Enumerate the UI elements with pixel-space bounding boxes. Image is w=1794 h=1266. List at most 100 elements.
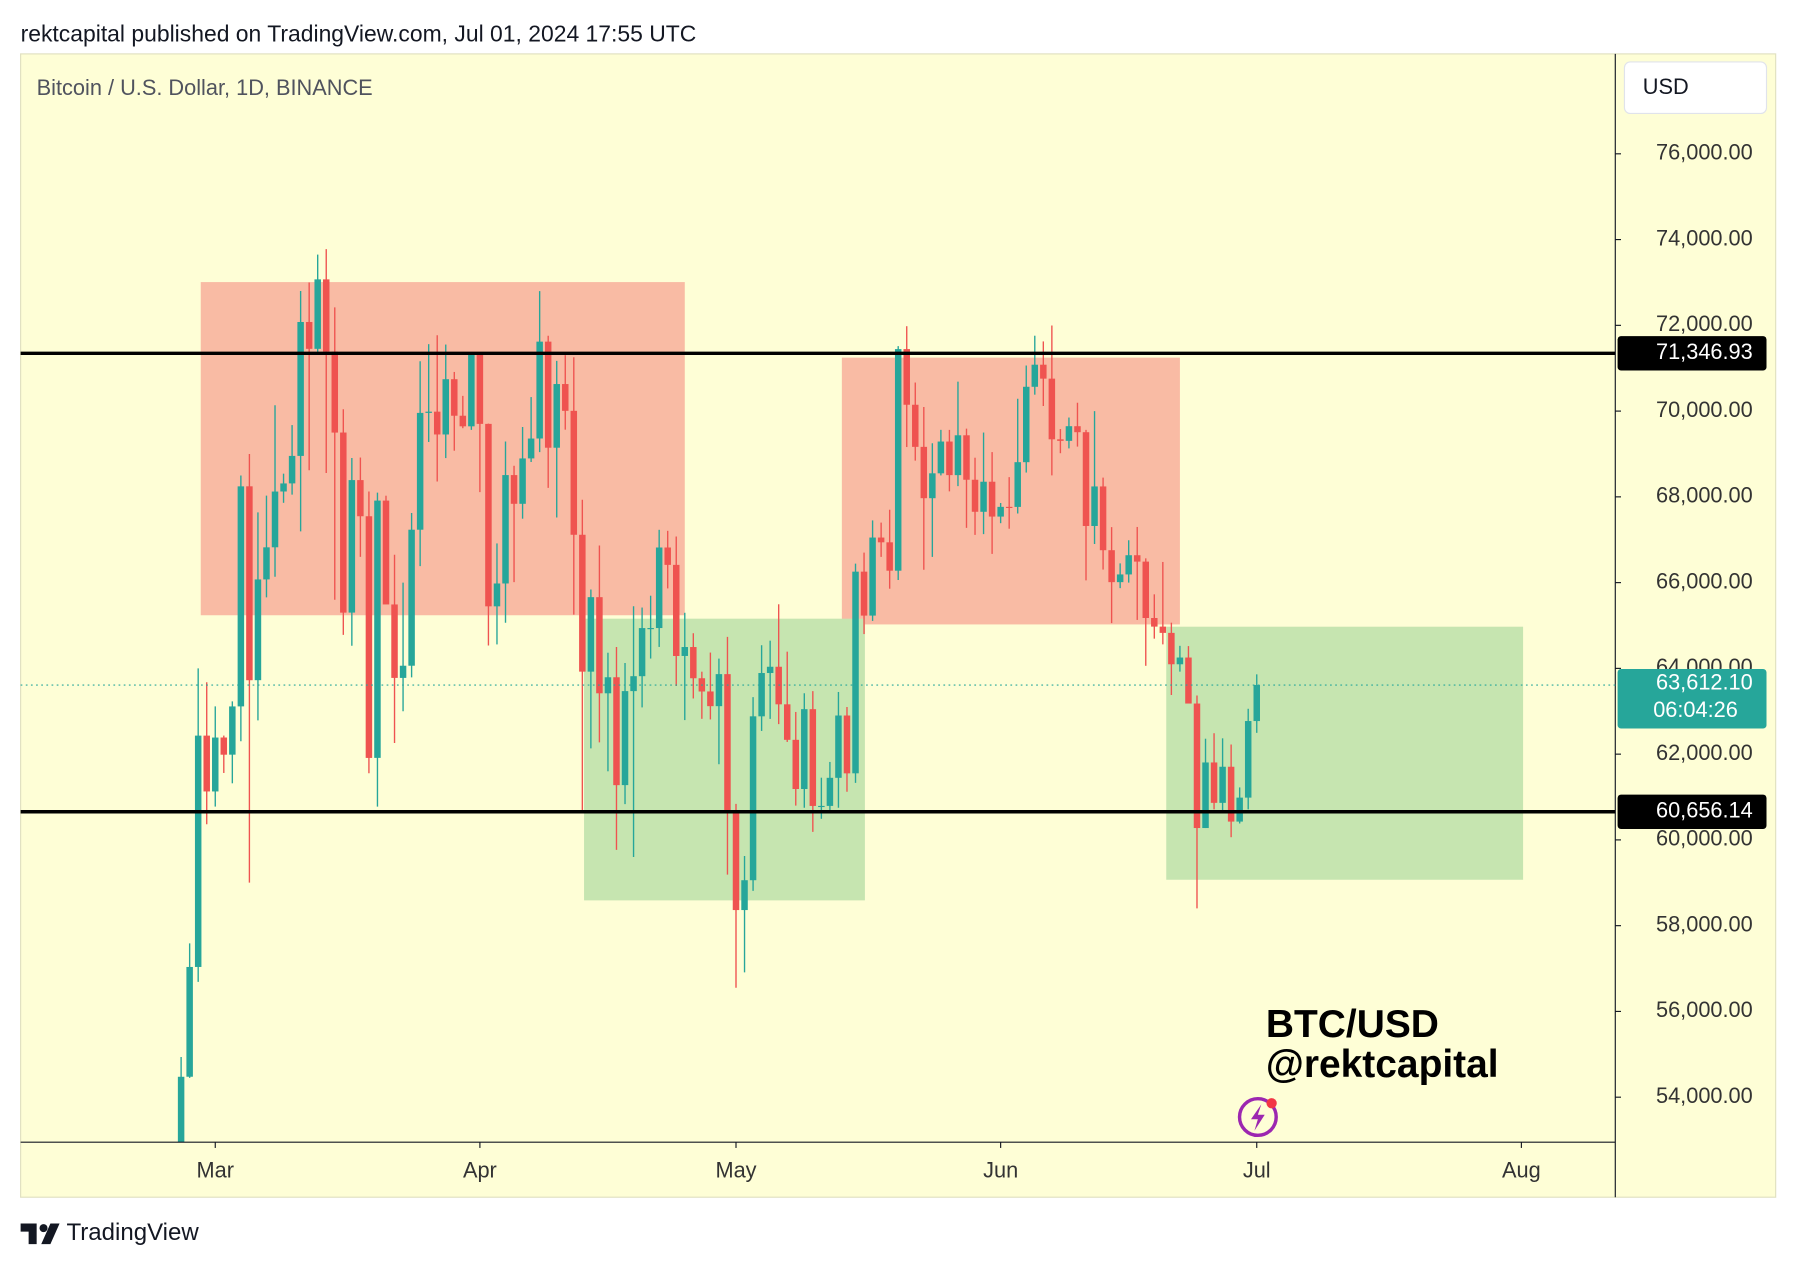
x-tick-label: Aug — [1502, 1158, 1541, 1183]
candle-body — [1031, 364, 1039, 387]
x-tick-label: May — [715, 1158, 756, 1183]
x-tick-label: Jul — [1243, 1158, 1271, 1183]
candle-body — [408, 529, 415, 666]
candle-body — [468, 353, 475, 427]
candle-body — [220, 737, 228, 755]
candle-body — [672, 564, 680, 656]
currency-button[interactable] — [1623, 61, 1768, 115]
candle-body — [783, 704, 791, 740]
candle-body — [357, 480, 364, 517]
y-tick-label: 66,000.00 — [1656, 568, 1753, 593]
candle-body — [997, 506, 1004, 517]
candle-body — [254, 579, 262, 681]
candle-body — [280, 483, 287, 492]
candle-body — [852, 571, 859, 774]
candle-body — [596, 597, 603, 694]
candle-body — [203, 735, 210, 792]
candle-body — [1116, 574, 1124, 583]
candle-body — [1210, 762, 1218, 803]
candle-body — [587, 597, 595, 672]
candle-body — [297, 321, 304, 456]
candle-body — [732, 811, 740, 911]
x-tick-label: Mar — [197, 1158, 234, 1183]
candle-body — [348, 480, 356, 613]
candle-body — [971, 479, 979, 512]
chart-title: Bitcoin / U.S. Dollar, 1D, BINANCE — [37, 75, 373, 100]
candle-body — [579, 534, 586, 672]
zone — [1166, 626, 1524, 880]
level-label-bg — [1617, 336, 1767, 371]
lightning-icon — [1237, 1096, 1278, 1138]
level-label-bg — [1617, 794, 1767, 829]
y-tick-label: 62,000.00 — [1656, 740, 1753, 765]
candle-body — [1125, 555, 1132, 575]
candle-body — [382, 500, 390, 605]
candle-body — [493, 583, 501, 607]
candle-body — [655, 547, 663, 629]
candle-body — [1227, 766, 1235, 822]
candle-body — [177, 1076, 185, 1143]
candle-body — [246, 486, 253, 681]
zones — [200, 282, 1524, 901]
candle-body — [476, 353, 484, 424]
candle-body — [1133, 555, 1141, 562]
candle-body — [903, 349, 910, 405]
candle-body — [681, 647, 689, 656]
x-tick-label: Jun — [983, 1158, 1018, 1183]
level-label: 71,346.93 — [1656, 339, 1753, 364]
y-tick-label: 54,000.00 — [1656, 1083, 1753, 1108]
candle-body — [741, 880, 748, 911]
last-price-label: 63,612.10 — [1656, 670, 1753, 695]
candle-body — [690, 647, 697, 679]
y-tick-label: 58,000.00 — [1656, 911, 1753, 936]
candle-body — [801, 709, 808, 790]
candle-body — [391, 604, 398, 678]
level-label: 60,656.14 — [1656, 798, 1753, 823]
candle-body — [937, 441, 945, 474]
candle-body — [988, 481, 996, 517]
candle-body — [340, 432, 347, 613]
candle-body — [724, 674, 731, 812]
candle-body — [1023, 386, 1030, 463]
y-tick-label: 72,000.00 — [1656, 311, 1753, 336]
candle-body — [912, 404, 919, 447]
candle-body — [271, 491, 279, 548]
candle-body — [1193, 703, 1201, 829]
candle-body — [1244, 721, 1252, 798]
y-tick-label: 76,000.00 — [1656, 140, 1753, 165]
candle-body — [604, 677, 612, 694]
candle-body — [1168, 632, 1175, 665]
candle-body — [954, 435, 962, 476]
candle-body — [886, 542, 893, 571]
candle-body — [229, 706, 236, 755]
candle-body — [1159, 626, 1167, 633]
candle-body — [621, 691, 629, 786]
candle-body — [664, 547, 671, 565]
candle-body — [826, 777, 834, 806]
candle-body — [485, 423, 492, 607]
candle-body — [809, 709, 817, 806]
header: rektcapital published on TradingView.com… — [21, 21, 697, 47]
candle-body — [792, 739, 800, 790]
candle-body — [1065, 426, 1073, 441]
candle-body — [237, 486, 245, 707]
candle-body — [186, 966, 193, 1077]
candle-body — [502, 475, 509, 584]
candle-body — [194, 735, 202, 967]
candle-body — [980, 481, 987, 512]
candle-body — [212, 737, 219, 792]
candle-body — [374, 500, 381, 758]
candle-body — [638, 628, 646, 677]
candle-body — [613, 677, 620, 786]
candle-body — [894, 349, 902, 571]
candle-body — [860, 571, 868, 616]
candle-body — [263, 547, 270, 580]
candle-body — [946, 441, 953, 476]
countdown-label: 06:04:26 — [1653, 697, 1738, 722]
candle-body — [459, 415, 467, 427]
candle-body — [288, 455, 296, 484]
y-tick-label: 70,000.00 — [1656, 397, 1753, 422]
candle-body — [399, 665, 407, 678]
